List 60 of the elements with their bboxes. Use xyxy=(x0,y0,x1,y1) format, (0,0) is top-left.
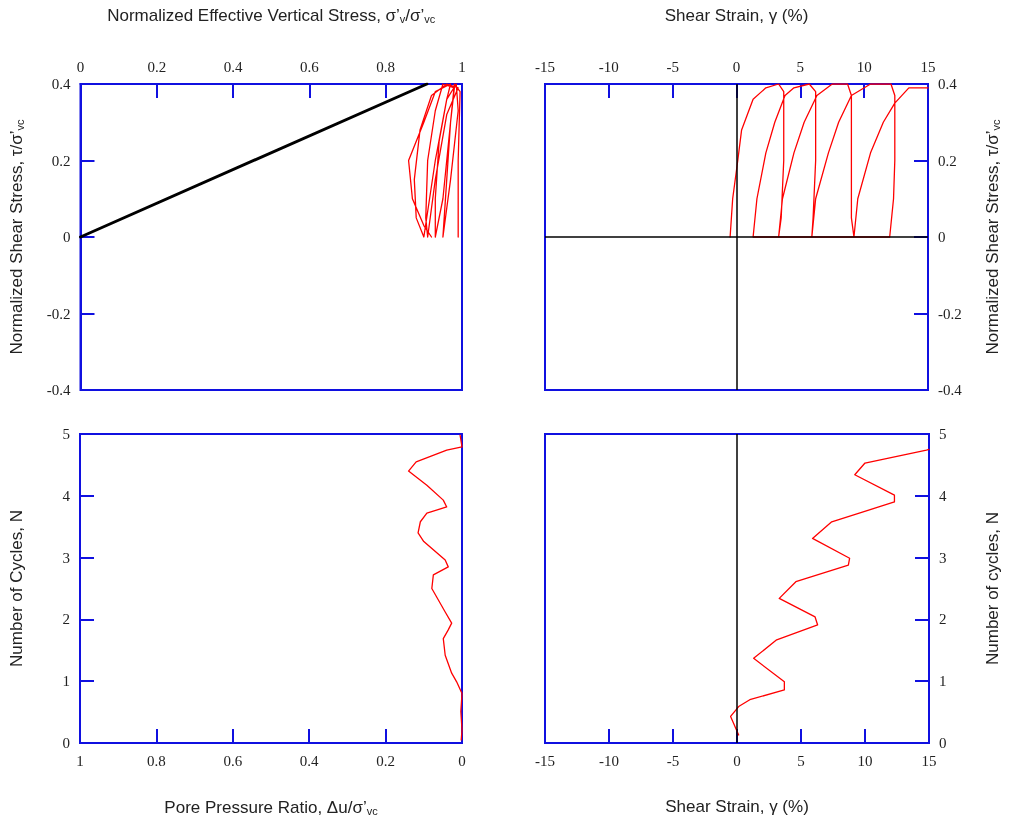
line-series xyxy=(729,83,929,238)
x-tick-label: 0.8 xyxy=(147,752,166,769)
y-tick-label: 0 xyxy=(62,735,70,751)
y-tick-label: -0.4 xyxy=(46,382,71,398)
y-tick-label: 2 xyxy=(62,611,70,628)
x-tick-label: 10 xyxy=(856,58,872,75)
y-tick-label: 0.2 xyxy=(51,152,71,169)
y-tick-label: 0.4 xyxy=(938,76,958,92)
x-tick-label: 0.6 xyxy=(300,58,320,75)
y-tick-label: 0.4 xyxy=(51,76,71,92)
y-tick-label: 4 xyxy=(939,487,947,504)
x-tick-label: -10 xyxy=(598,58,619,75)
x-tick-label: -15 xyxy=(535,58,555,75)
x-tick-label: 0 xyxy=(458,752,466,769)
x-tick-label: 0 xyxy=(733,752,741,769)
x-tick-label: 0 xyxy=(76,58,85,75)
y-tick-label: 0 xyxy=(63,229,71,245)
y-axis-title: Number of Cycles, N xyxy=(7,510,26,667)
x-tick-label: 0.8 xyxy=(376,58,396,75)
x-tick-label: 1 xyxy=(76,752,84,769)
x-tick-label: -10 xyxy=(599,752,619,769)
x-tick-label: 0.4 xyxy=(299,752,320,769)
x-axis-title: Pore Pressure Ratio, Δu/σ’vc xyxy=(164,797,379,817)
x-tick-label: 0.4 xyxy=(223,58,243,75)
x-tick-label: 1 xyxy=(458,58,466,75)
x-tick-label: 15 xyxy=(920,58,936,75)
x-tick-label: 0.6 xyxy=(223,752,243,769)
x-tick-label: 0.2 xyxy=(147,58,167,75)
x-axis-title: Shear Strain, γ (%) xyxy=(664,6,809,25)
line-series xyxy=(407,83,461,238)
y-axis-title: Number of cycles, N xyxy=(983,511,1002,666)
y-tick-label: 0.2 xyxy=(938,152,957,169)
x-tick-label: -5 xyxy=(666,752,680,769)
y-tick-label: -0.2 xyxy=(938,305,962,322)
y-tick-label: 0 xyxy=(938,229,946,245)
x-tick-label: 5 xyxy=(797,752,805,769)
y-tick-label: -0.4 xyxy=(938,382,963,398)
y-tick-label: 5 xyxy=(939,426,947,442)
y-tick-label: 5 xyxy=(62,426,70,442)
y-tick-label: 1 xyxy=(939,673,947,690)
x-axis-title: Shear Strain, γ (%) xyxy=(665,797,809,816)
y-axis-title: Normalized Shear Stress, τ/σ’vc xyxy=(7,118,26,355)
y-tick-label: 0 xyxy=(939,735,947,751)
y-axis-title: Normalized Shear Stress, τ/σ’vc xyxy=(982,118,1002,355)
line-series xyxy=(729,448,930,736)
x-tick-label: -5 xyxy=(666,58,679,75)
y-tick-label: 3 xyxy=(62,549,70,566)
x-tick-label: -15 xyxy=(535,752,555,769)
x-axis-title: Normalized Effective Vertical Stress, σ’v/σ’vc xyxy=(107,5,436,25)
y-tick-label: 1 xyxy=(62,673,70,690)
y-tick-label: -0.2 xyxy=(46,305,71,322)
y-tick-label: 3 xyxy=(939,549,947,566)
x-tick-label: 0.2 xyxy=(376,752,395,769)
x-tick-label: 5 xyxy=(796,58,805,75)
x-tick-label: 15 xyxy=(921,752,937,769)
line-series xyxy=(407,434,463,741)
y-tick-label: 2 xyxy=(939,611,947,628)
x-tick-label: 0 xyxy=(732,58,741,75)
y-tick-label: 4 xyxy=(62,487,71,504)
x-tick-label: 10 xyxy=(857,752,873,769)
